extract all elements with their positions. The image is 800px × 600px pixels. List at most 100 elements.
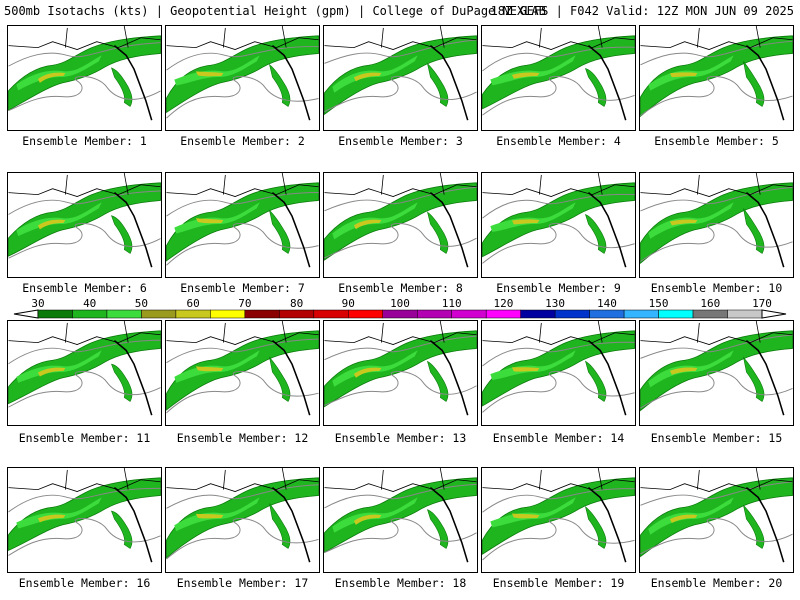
colorbar-segment bbox=[210, 309, 246, 319]
height-contour bbox=[8, 339, 161, 365]
coastline bbox=[429, 340, 469, 416]
isotach-core bbox=[174, 202, 260, 234]
isotach-core bbox=[174, 55, 260, 86]
colorbar-segment bbox=[623, 309, 659, 319]
isotach-band-secondary bbox=[742, 356, 765, 402]
boundary-lines bbox=[8, 173, 161, 197]
height-contour bbox=[166, 223, 319, 266]
isotach-band bbox=[482, 330, 635, 407]
colorbar-segment bbox=[382, 309, 418, 319]
height-contour bbox=[166, 484, 319, 509]
isotach-max bbox=[669, 367, 698, 375]
boundary-lines bbox=[8, 468, 161, 492]
ensemble-member-label: Ensemble Member: 17 bbox=[176, 576, 309, 590]
colorbar-segment bbox=[106, 309, 142, 319]
ensemble-member-label: Ensemble Member: 16 bbox=[18, 576, 151, 590]
height-contour bbox=[482, 341, 635, 367]
ensemble-member-label: Ensemble Member: 3 bbox=[338, 134, 463, 148]
isotach-band-secondary bbox=[268, 209, 291, 254]
isotach-band bbox=[8, 182, 161, 257]
isotach-band bbox=[482, 35, 635, 110]
height-contour bbox=[166, 518, 319, 560]
ensemble-map bbox=[324, 173, 477, 268]
isotach-core bbox=[16, 202, 102, 237]
ensemble-map-panel bbox=[7, 172, 162, 278]
colorbar-segment bbox=[451, 309, 487, 319]
boundary-lines bbox=[166, 26, 319, 50]
boundary-lines bbox=[324, 468, 477, 492]
height-contour bbox=[482, 488, 635, 513]
ensemble-map-panel bbox=[639, 467, 794, 573]
header-title: 500mb Isotachs (kts) | Geopotential Heig… bbox=[4, 4, 546, 18]
ensemble-map bbox=[640, 26, 793, 121]
coastline bbox=[113, 192, 153, 268]
colorbar-segment bbox=[485, 309, 521, 319]
isotach-max bbox=[511, 72, 540, 79]
coastline bbox=[113, 487, 153, 563]
ensemble-map bbox=[324, 321, 477, 416]
colorbar-segment bbox=[37, 309, 73, 319]
isotach-max bbox=[511, 513, 540, 519]
isotach-band bbox=[482, 477, 635, 555]
boundary-lines bbox=[640, 26, 793, 50]
height-contour bbox=[8, 487, 161, 513]
coastline bbox=[745, 45, 785, 121]
boundary-lines bbox=[482, 468, 635, 492]
isotach-band bbox=[640, 477, 793, 558]
ensemble-member-label: Ensemble Member: 7 bbox=[180, 281, 305, 295]
boundary-lines bbox=[324, 173, 477, 197]
boundary-lines bbox=[482, 173, 635, 197]
colorbar-tick-label: 140 bbox=[597, 297, 617, 310]
ensemble-member-label: Ensemble Member: 13 bbox=[334, 431, 467, 445]
isotach-core bbox=[174, 350, 260, 383]
isotach-max bbox=[353, 367, 382, 378]
colorbar-tick-label: 130 bbox=[545, 297, 565, 310]
coastline bbox=[745, 192, 785, 268]
isotach-band bbox=[166, 182, 319, 262]
coastline bbox=[745, 340, 785, 416]
coastline bbox=[271, 192, 311, 268]
ensemble-map-panel bbox=[165, 320, 320, 426]
colorbar-tick-label: 170 bbox=[752, 297, 772, 310]
height-contour bbox=[482, 193, 635, 219]
isotach-band-secondary bbox=[742, 504, 765, 549]
colorbar-segment bbox=[348, 309, 384, 319]
isotach-max bbox=[195, 513, 224, 519]
boundary-lines bbox=[324, 321, 477, 345]
boundary-lines bbox=[482, 26, 635, 50]
colorbar-tick-label: 100 bbox=[390, 297, 410, 310]
colorbar-segment bbox=[244, 309, 280, 319]
boundary-lines bbox=[166, 468, 319, 492]
colorbar-segment bbox=[313, 309, 349, 319]
ensemble-member-label: Ensemble Member: 15 bbox=[650, 431, 783, 445]
isotach-max bbox=[195, 71, 224, 77]
boundary-lines bbox=[8, 26, 161, 50]
isotach-max bbox=[669, 219, 698, 226]
colorbar-tick-label: 70 bbox=[238, 297, 251, 310]
isotach-band bbox=[324, 35, 477, 116]
ensemble-member-label: Ensemble Member: 10 bbox=[650, 281, 783, 295]
height-contour bbox=[640, 371, 793, 409]
boundary-lines bbox=[166, 173, 319, 197]
ensemble-map bbox=[8, 321, 161, 416]
height-contour bbox=[166, 46, 319, 71]
ensemble-map-panel bbox=[165, 172, 320, 278]
colorbar-tick-label: 90 bbox=[342, 297, 355, 310]
isotach-band bbox=[324, 477, 477, 554]
colorbar-segment bbox=[416, 309, 452, 319]
coastline bbox=[745, 487, 785, 563]
ensemble-map bbox=[8, 26, 161, 121]
isotach-band-secondary bbox=[584, 506, 607, 549]
ensemble-member-label: Ensemble Member: 1 bbox=[22, 134, 147, 148]
isotach-band bbox=[482, 182, 635, 258]
isotach-band-secondary bbox=[585, 214, 607, 254]
height-contour bbox=[324, 518, 477, 553]
isotach-core bbox=[490, 55, 576, 86]
boundary-lines bbox=[482, 321, 635, 345]
isotach-band-secondary bbox=[269, 503, 291, 549]
ensemble-member-label: Ensemble Member: 6 bbox=[22, 281, 147, 295]
ensemble-member-label: Ensemble Member: 12 bbox=[176, 431, 309, 445]
map-header: 500mb Isotachs (kts) | Geopotential Heig… bbox=[4, 3, 796, 19]
ensemble-member-label: Ensemble Member: 5 bbox=[654, 134, 779, 148]
ensemble-map bbox=[166, 321, 319, 416]
